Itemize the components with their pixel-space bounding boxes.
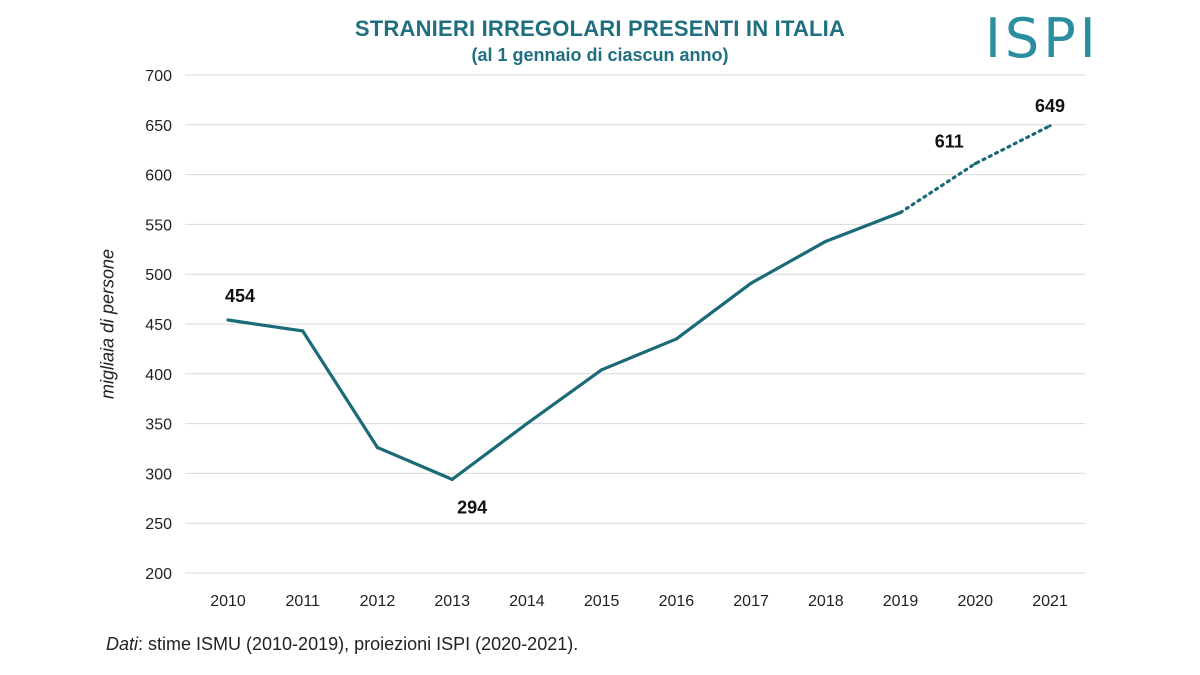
ispi-logo: ISPI bbox=[985, 7, 1100, 70]
data-point-2018 bbox=[824, 239, 828, 243]
data-point-2019 bbox=[898, 210, 903, 215]
x-tick-label-2010: 2010 bbox=[210, 593, 246, 610]
x-tick-label-2016: 2016 bbox=[659, 593, 695, 610]
data-point-2021 bbox=[1048, 124, 1052, 128]
x-tick-label-2011: 2011 bbox=[286, 593, 321, 610]
y-tick-label-300: 300 bbox=[145, 466, 172, 483]
x-tick-label-2013: 2013 bbox=[434, 593, 470, 610]
data-point-2012 bbox=[375, 445, 380, 450]
y-tick-label-400: 400 bbox=[145, 367, 172, 384]
data-label-2020: 611 bbox=[935, 132, 964, 152]
source-text: : stime ISMU (2010-2019), proiezioni ISP… bbox=[138, 634, 579, 654]
data-point-2020 bbox=[973, 162, 977, 166]
data-point-2010 bbox=[226, 318, 230, 322]
data-label-2021: 649 bbox=[1035, 96, 1065, 116]
y-tick-label-500: 500 bbox=[145, 267, 172, 284]
x-tick-label-2015: 2015 bbox=[584, 593, 620, 610]
y-axis-label: migliaia di persone bbox=[97, 248, 118, 400]
x-tick-label-2019: 2019 bbox=[883, 593, 919, 610]
y-tick-label-550: 550 bbox=[145, 217, 172, 234]
y-tick-label-600: 600 bbox=[145, 168, 172, 185]
y-tick-label-250: 250 bbox=[145, 516, 172, 533]
data-point-2013 bbox=[450, 477, 454, 481]
x-tick-label-2020: 2020 bbox=[957, 593, 993, 610]
source-note: Dati: stime ISMU (2010-2019), proiezioni… bbox=[106, 634, 578, 655]
data-point-2016 bbox=[674, 337, 678, 341]
y-tick-label-350: 350 bbox=[145, 417, 172, 434]
x-tick-label-2018: 2018 bbox=[808, 593, 844, 610]
y-tick-label-200: 200 bbox=[145, 566, 172, 583]
x-tick-label-2012: 2012 bbox=[360, 593, 396, 610]
series-line-estimates bbox=[227, 210, 902, 481]
data-point-2011 bbox=[301, 329, 305, 333]
x-tick-label-2021: 2021 bbox=[1032, 593, 1068, 610]
y-tick-label-700: 700 bbox=[145, 68, 172, 85]
chart-subtitle: (al 1 gennaio di ciascun anno) bbox=[471, 45, 729, 65]
data-point-2014 bbox=[525, 422, 529, 426]
data-label-2010: 454 bbox=[225, 286, 255, 306]
data-point-2015 bbox=[600, 368, 604, 372]
data-label-2013: 294 bbox=[457, 497, 487, 517]
y-tick-label-450: 450 bbox=[145, 317, 172, 334]
series-line-projections bbox=[898, 124, 1052, 215]
data-point-2017 bbox=[749, 281, 753, 285]
chart-title: STRANIERI IRREGOLARI PRESENTI IN ITALIA bbox=[354, 16, 846, 41]
source-prefix: Dati bbox=[106, 634, 139, 654]
y-tick-label-650: 650 bbox=[145, 118, 172, 135]
x-tick-label-2014: 2014 bbox=[509, 593, 545, 610]
x-tick-label-2017: 2017 bbox=[733, 593, 769, 610]
